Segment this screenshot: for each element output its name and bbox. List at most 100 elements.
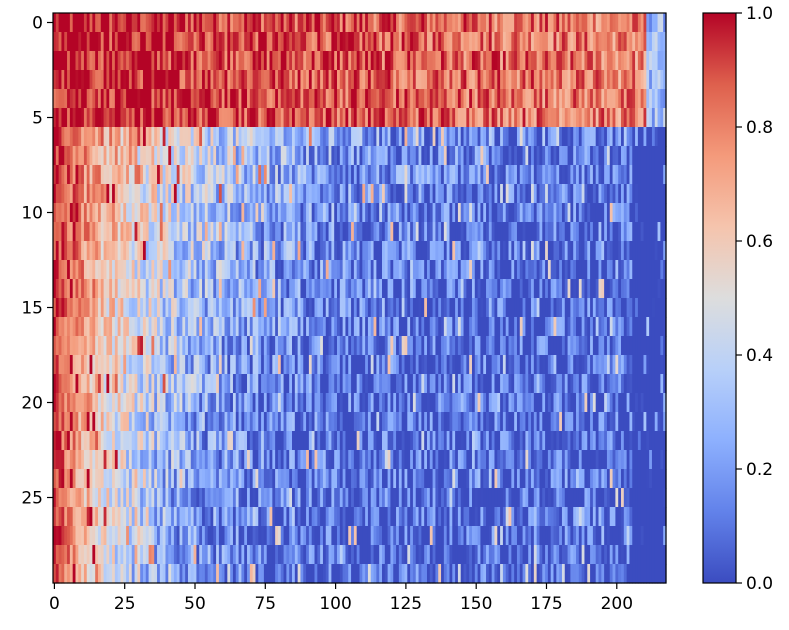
heatmap-cell	[626, 355, 631, 375]
heatmap-cell	[516, 260, 521, 280]
heatmap-cell	[182, 355, 186, 375]
heatmap-cell	[137, 89, 141, 109]
heatmap-cell	[533, 279, 538, 299]
heatmap-cell	[606, 393, 611, 413]
heatmap-cell	[545, 108, 549, 128]
heatmap-cell	[623, 412, 628, 432]
heatmap-cell	[69, 89, 74, 109]
heatmap-cell	[272, 336, 276, 356]
heatmap-cell	[418, 374, 422, 394]
heatmap-cell	[148, 222, 153, 242]
heatmap-cell	[218, 184, 223, 204]
heatmap-cell	[120, 32, 124, 52]
heatmap-cell	[466, 165, 470, 185]
heatmap-cell	[255, 13, 259, 33]
heatmap-cell	[497, 51, 501, 71]
heatmap-cell	[72, 13, 77, 33]
heatmap-cell	[193, 70, 198, 90]
heatmap-cell	[179, 412, 183, 432]
heatmap-cell	[657, 336, 661, 356]
heatmap-cell	[460, 146, 465, 166]
heatmap-cell	[289, 393, 293, 413]
heatmap-cell	[241, 127, 245, 147]
heatmap-cell	[663, 89, 667, 109]
heatmap-cell	[131, 184, 136, 204]
heatmap-cell	[570, 412, 574, 432]
heatmap-cell	[469, 32, 473, 52]
heatmap-cell	[154, 222, 158, 242]
heatmap-cell	[114, 355, 119, 375]
heatmap-cell	[277, 108, 282, 128]
heatmap-cell	[286, 317, 290, 337]
heatmap-cell	[213, 298, 217, 318]
heatmap-cell	[438, 184, 442, 204]
heatmap-cell	[342, 89, 347, 109]
heatmap-cell	[157, 260, 161, 280]
heatmap-cell	[277, 70, 282, 90]
heatmap-cell	[590, 70, 594, 90]
heatmap-cell	[573, 298, 577, 318]
heatmap-cell	[351, 317, 355, 337]
heatmap-cell	[663, 13, 667, 33]
heatmap-cell	[294, 260, 299, 280]
heatmap-cell	[432, 146, 437, 166]
heatmap-cell	[314, 51, 318, 71]
heatmap-cell	[272, 241, 276, 261]
heatmap-cell	[426, 13, 431, 33]
heatmap-cell	[497, 374, 501, 394]
heatmap-cell	[86, 184, 91, 204]
heatmap-cell	[207, 279, 212, 299]
heatmap-cell	[241, 32, 245, 52]
heatmap-cell	[128, 317, 133, 337]
heatmap-cell	[314, 222, 318, 242]
heatmap-cell	[502, 317, 507, 337]
heatmap-cell	[539, 165, 543, 185]
heatmap-cell	[311, 393, 316, 413]
heatmap-cell	[190, 13, 195, 33]
heatmap-cell	[471, 51, 476, 71]
heatmap-cell	[401, 431, 406, 451]
heatmap-cell	[637, 412, 642, 432]
heatmap-cell	[556, 32, 560, 52]
heatmap-cell	[148, 13, 153, 33]
heatmap-cell	[55, 51, 60, 71]
heatmap-cell	[353, 412, 358, 432]
heatmap-cell	[365, 13, 369, 33]
heatmap-cell	[272, 51, 276, 71]
heatmap-cell	[410, 279, 414, 299]
heatmap-cell	[483, 431, 487, 451]
heatmap-cell	[587, 279, 591, 299]
heatmap-cell	[207, 203, 212, 223]
heatmap-cell	[342, 260, 347, 280]
heatmap-cell	[120, 260, 124, 280]
heatmap-cell	[128, 13, 133, 33]
heatmap-cell	[137, 241, 141, 261]
heatmap-cell	[590, 51, 594, 71]
heatmap-cell	[466, 108, 470, 128]
heatmap-cell	[494, 336, 498, 356]
heatmap-cell	[322, 412, 327, 432]
heatmap-cell	[61, 32, 65, 52]
heatmap-cell	[480, 89, 484, 109]
heatmap-cell	[92, 298, 96, 318]
heatmap-cell	[460, 184, 465, 204]
heatmap-cell	[131, 165, 136, 185]
heatmap-cell	[128, 393, 133, 413]
heatmap-cell	[370, 146, 375, 166]
heatmap-cell	[128, 222, 133, 242]
heatmap-cell	[308, 13, 313, 33]
heatmap-cell	[488, 70, 493, 90]
heatmap-cell	[294, 298, 299, 318]
heatmap-cell	[528, 89, 532, 109]
heatmap-cell	[590, 32, 594, 52]
heatmap-cell	[626, 412, 631, 432]
heatmap-cell	[486, 298, 490, 318]
heatmap-cell	[210, 108, 214, 128]
heatmap-cell	[637, 393, 642, 413]
heatmap-cell	[449, 184, 453, 204]
heatmap-cell	[266, 317, 271, 337]
heatmap-cell	[480, 108, 484, 128]
heatmap-cell	[123, 412, 127, 432]
heatmap-cell	[53, 412, 57, 432]
heatmap-cell	[106, 108, 110, 128]
